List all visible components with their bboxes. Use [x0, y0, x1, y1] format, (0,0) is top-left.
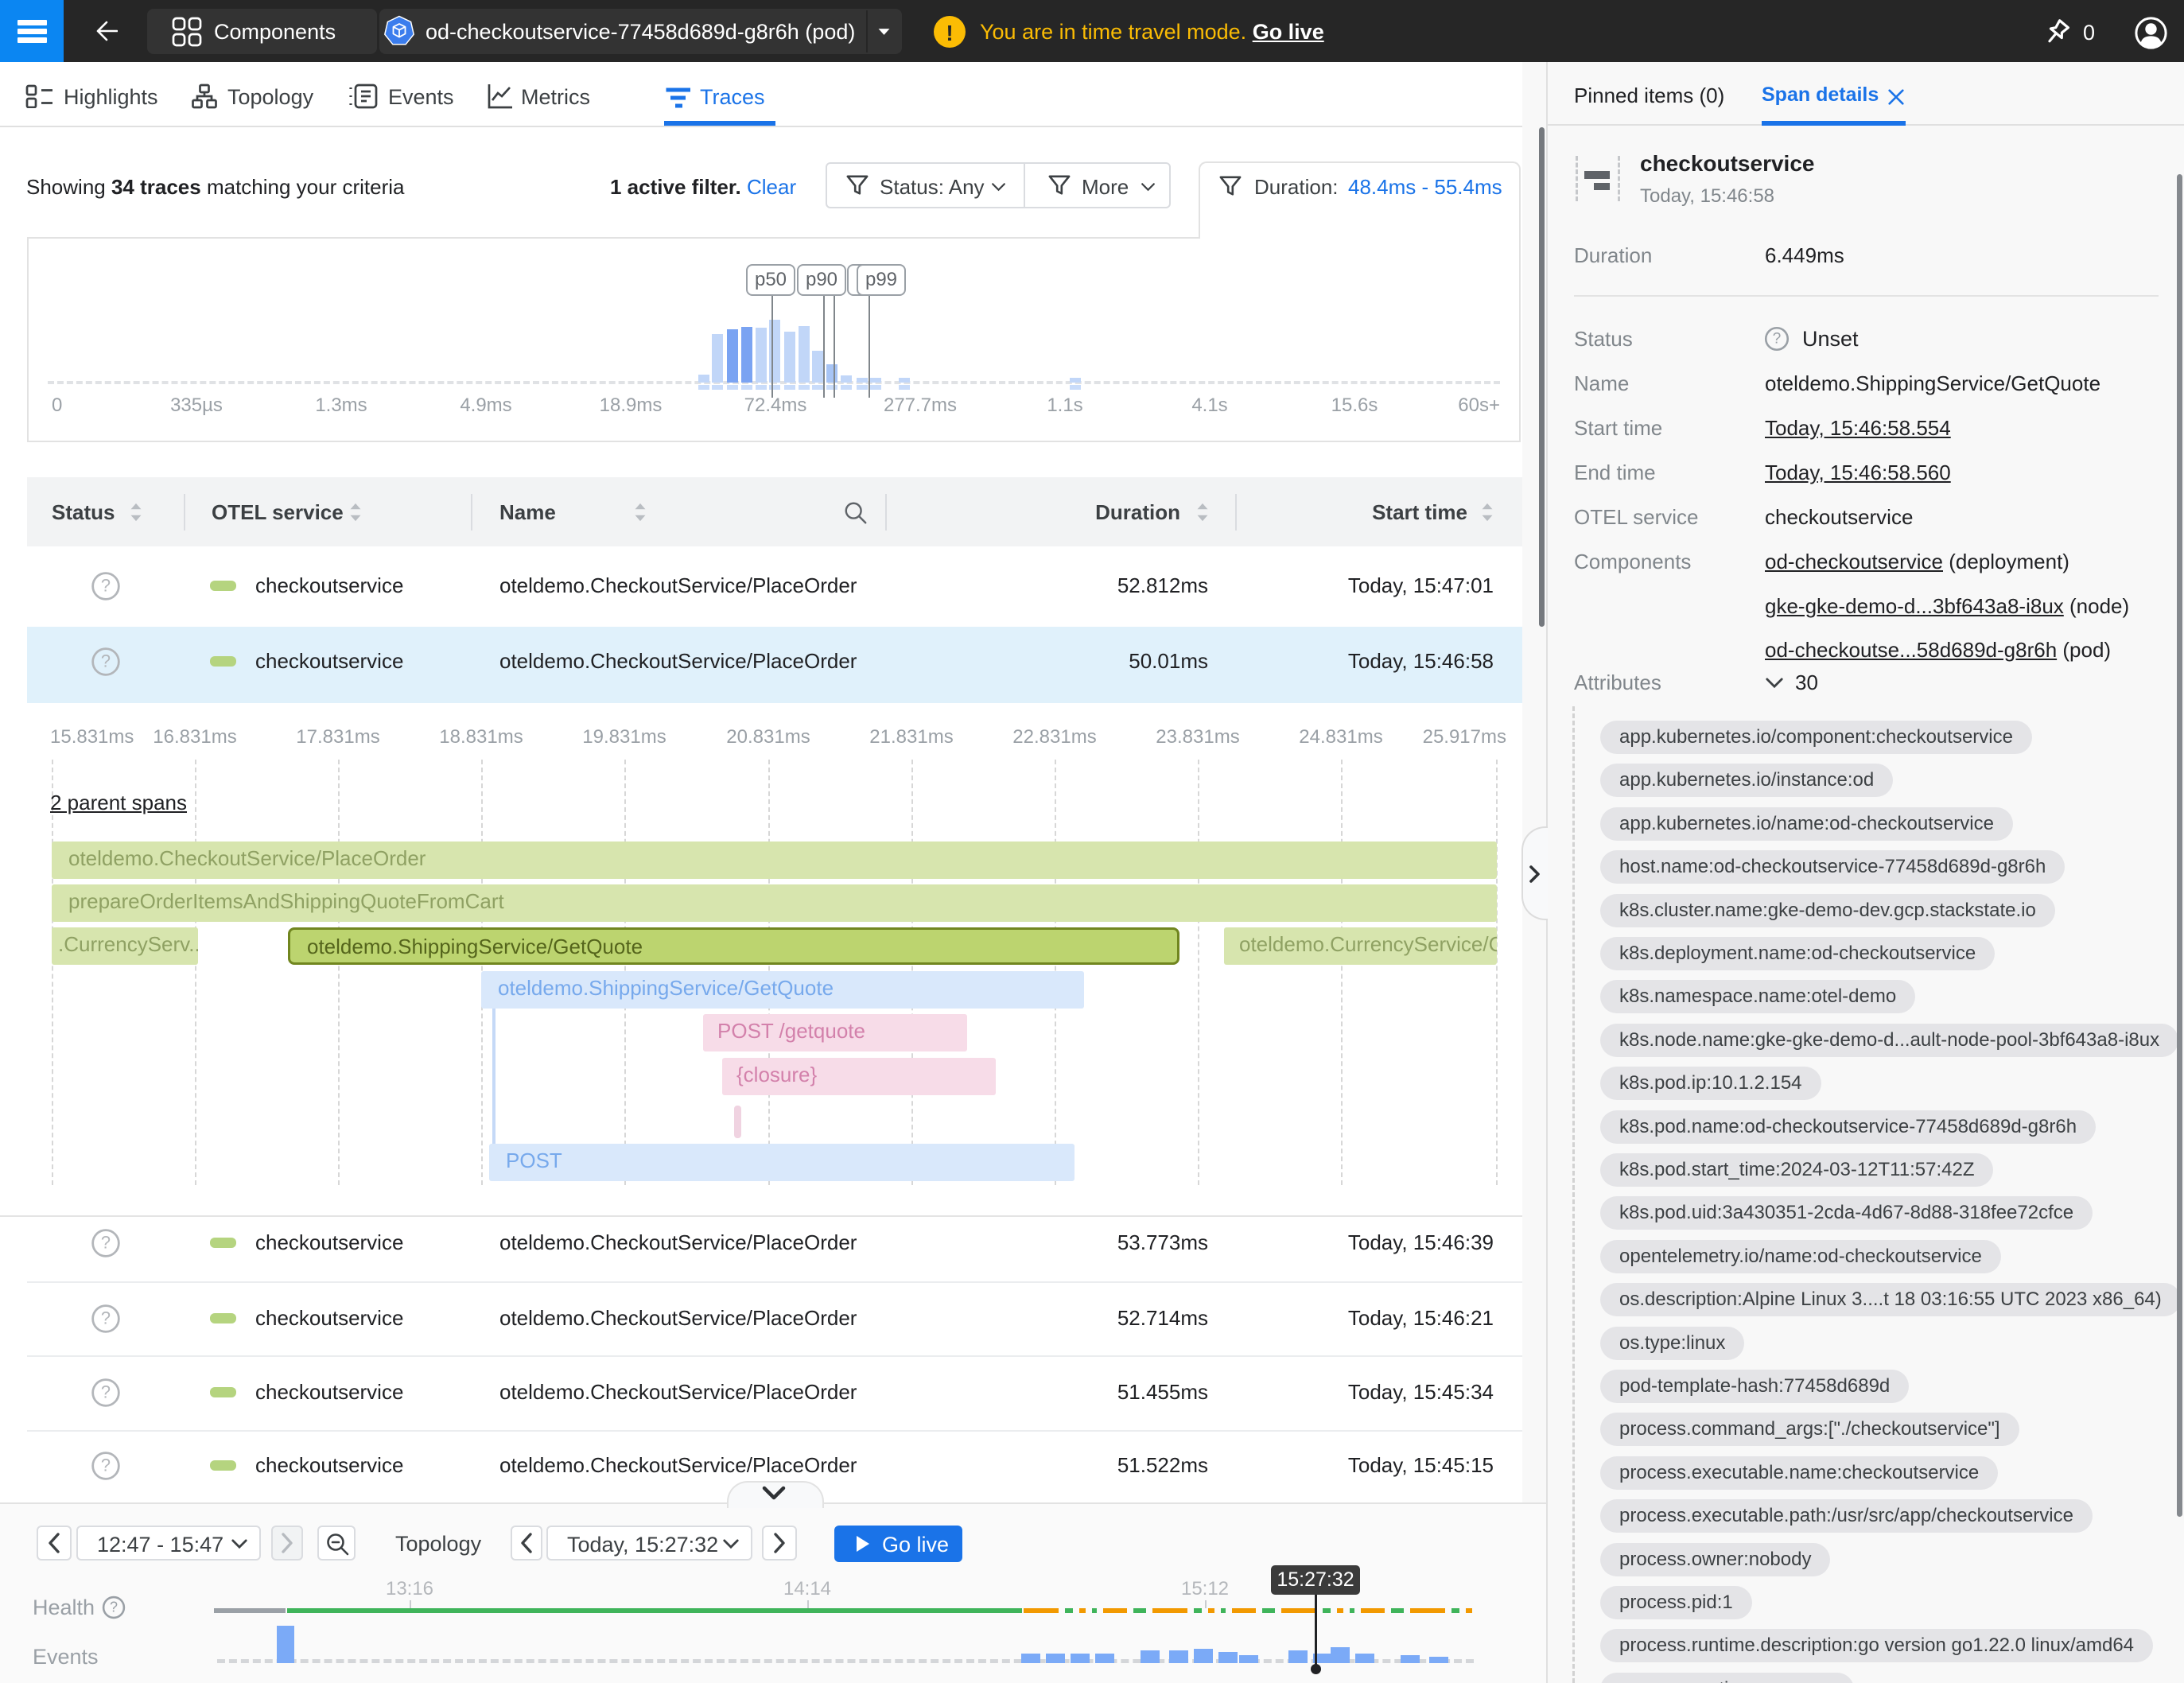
svg-text:?: ? — [110, 1599, 118, 1615]
svg-text:?: ? — [101, 1233, 111, 1253]
svg-text:?: ? — [101, 1308, 111, 1328]
svg-text:?: ? — [101, 1456, 111, 1475]
svg-text:?: ? — [1773, 331, 1782, 348]
svg-text:?: ? — [101, 576, 111, 596]
svg-text:?: ? — [101, 651, 111, 671]
svg-text:?: ? — [101, 1382, 111, 1402]
